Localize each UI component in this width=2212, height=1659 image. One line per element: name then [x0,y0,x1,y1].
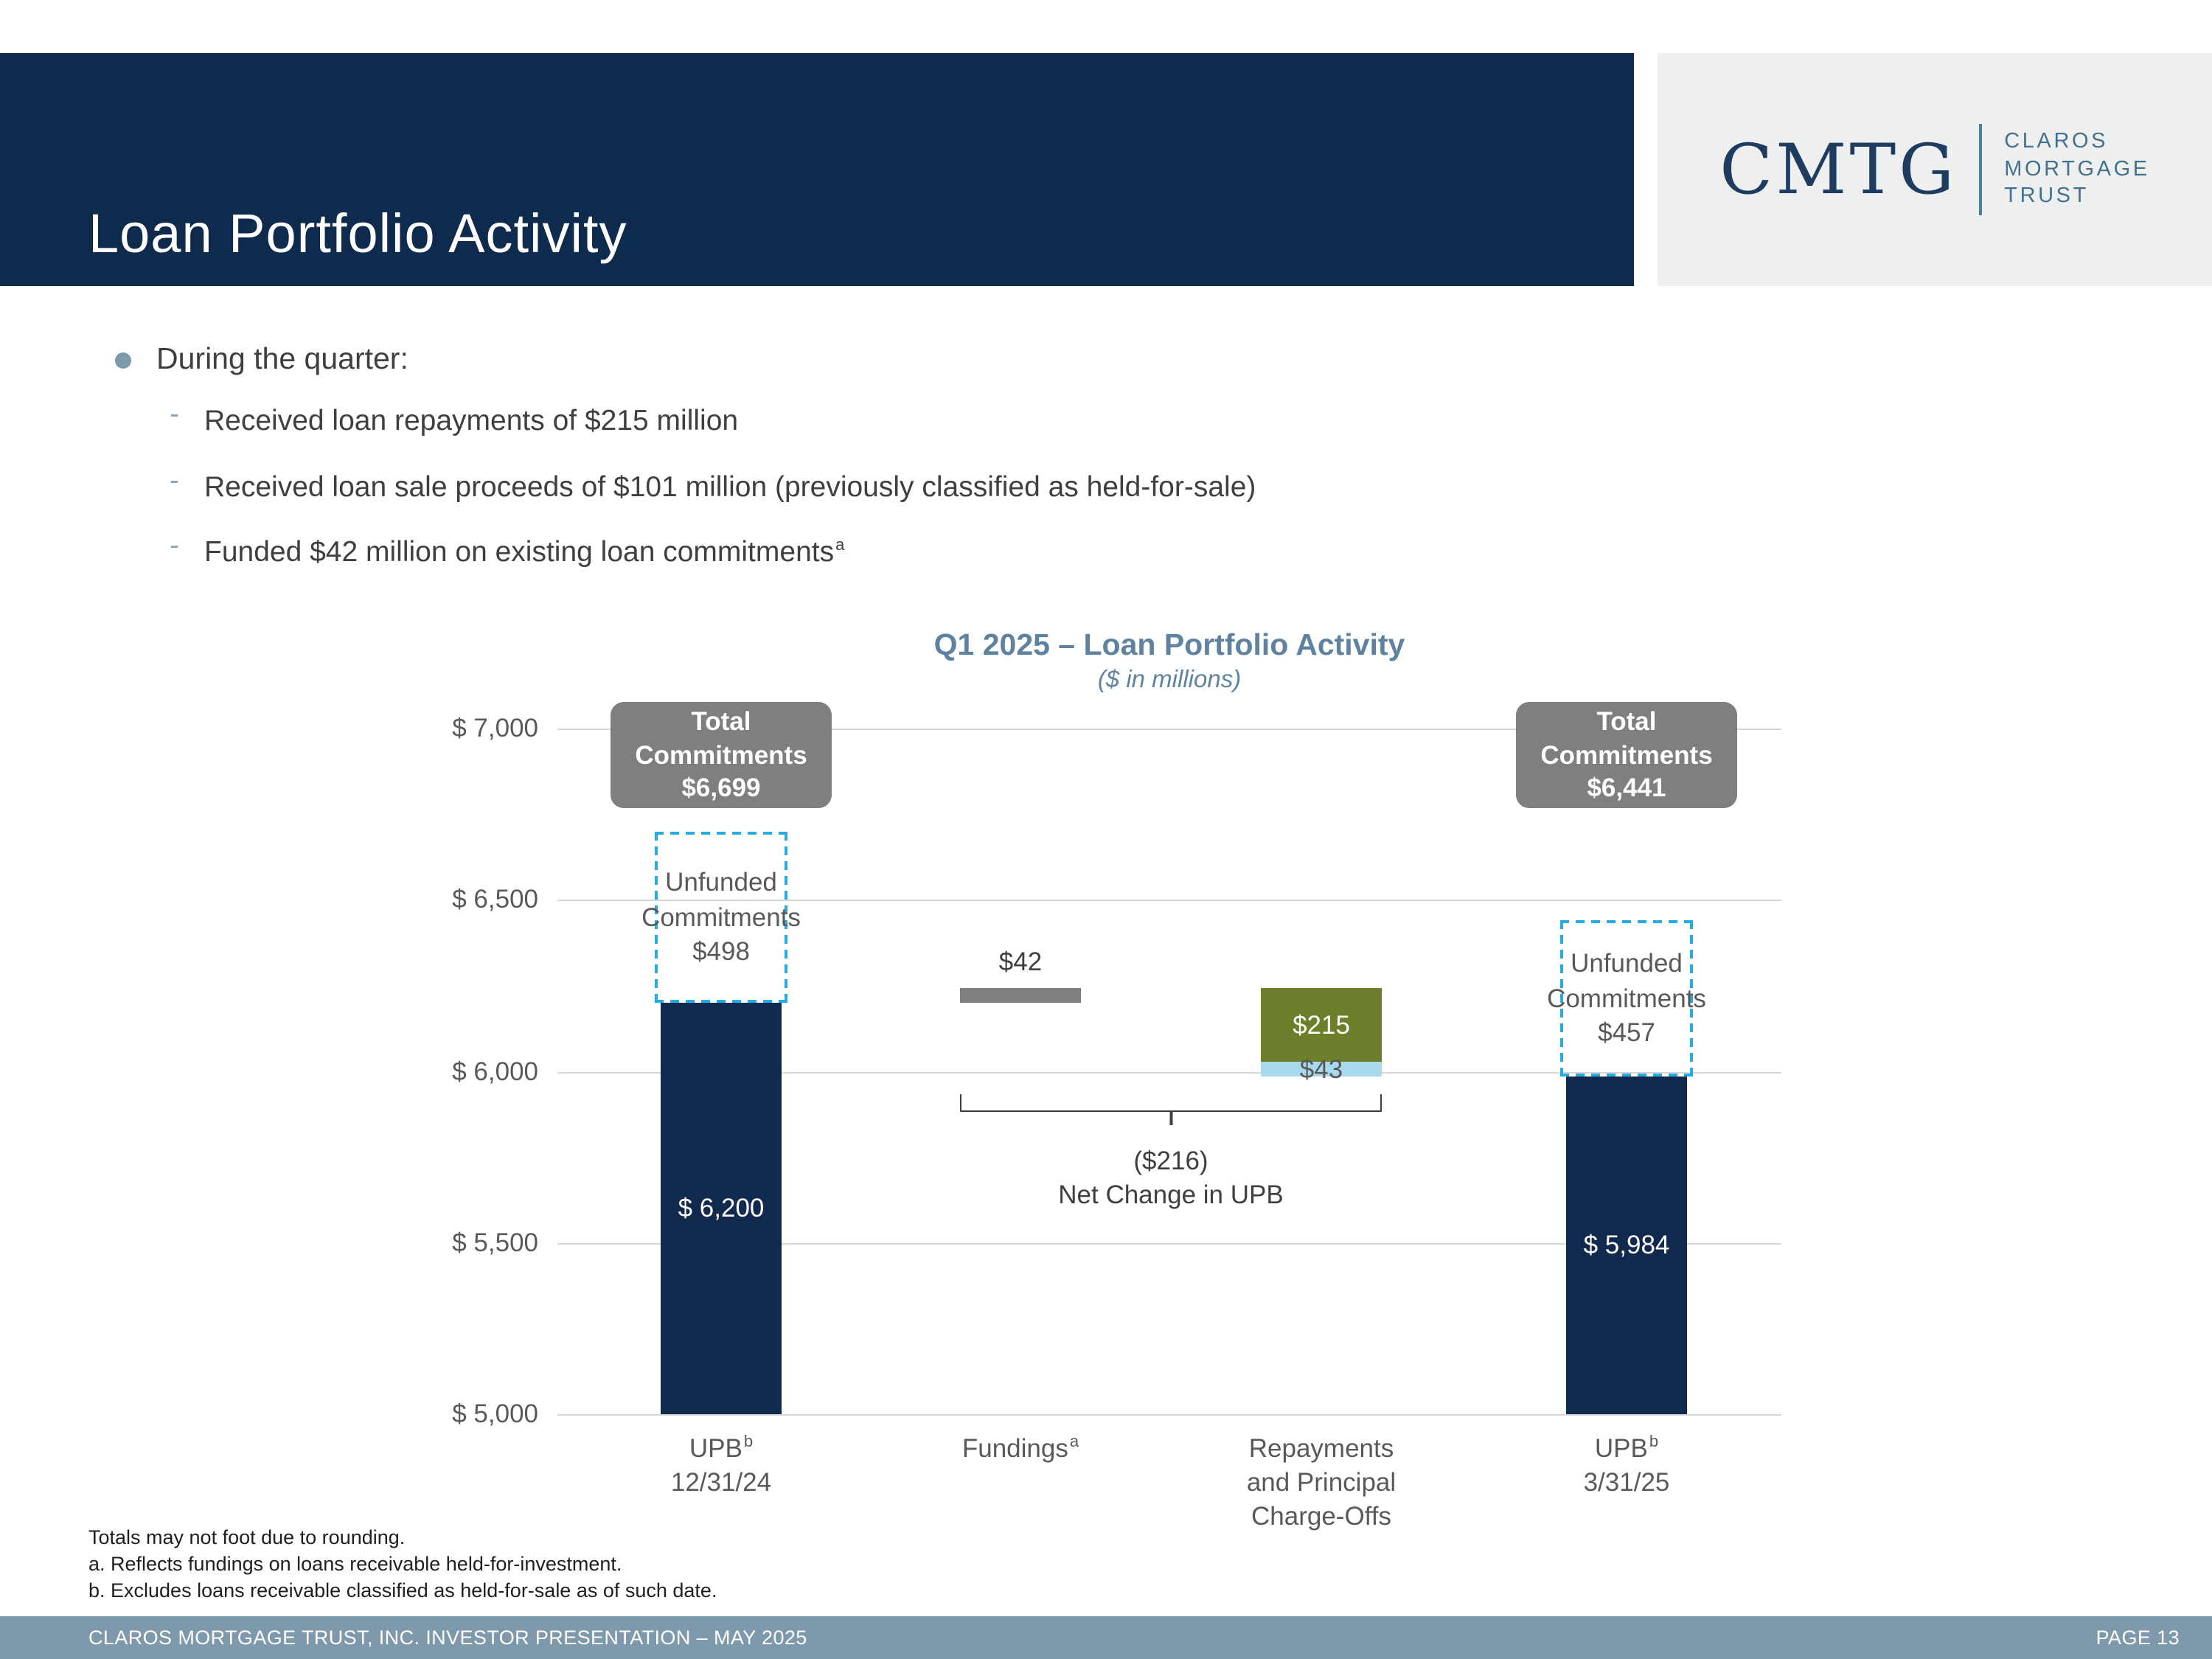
bullet-item-text: Received loan sale proceeds of $101 mill… [204,470,1256,503]
bullet-item: - Received loan repayments of $215 milli… [170,398,1257,439]
footnote: Totals may not foot due to rounding. [88,1526,406,1548]
fundings-bar-label: $42 [998,947,1043,977]
company-logo: CMTG CLAROS MORTGAGE TRUST [1658,53,2212,286]
loan-portfolio-chart: $ 7,000 $ 6,500 $ 6,000 $ 5,500 $ 5,000 … [452,702,1781,1531]
bullet-item: - Funded $42 million on existing loan co… [170,529,1257,570]
x-axis-label-repayments: Repayments and Principal Charge-Offs [1246,1433,1397,1531]
page-title: Loan Portfolio Activity [88,204,627,264]
gridline [557,900,1781,902]
bullet-item-text: Received loan repayments of $215 million [204,405,739,437]
gridline [557,1414,1781,1416]
bullet-item: - Received loan sale proceeds of $101 mi… [170,464,1257,504]
upb-start-bar-label: $ 6,200 [678,1193,765,1222]
chart-subtitle: ($ in millions) [1097,667,1242,693]
charge-offs-bar-label: $43 [1299,1054,1343,1084]
unfunded-commitments-box-end: Unfunded Commitments $457 [1547,919,1706,1077]
lead-bullet: During the quarter: [115,342,1257,378]
gridline [557,1071,1781,1073]
logo-name-line: CLAROS [2004,129,2109,153]
logo-divider [1979,124,1983,215]
chart-title: Q1 2025 – Loan Portfolio Activity [933,628,1405,662]
x-axis-label-fundings: Fundings a [961,1433,1079,1463]
total-commitments-box-start: Total Commitments $6,699 [611,702,832,808]
repayments-bar: $215 [1261,988,1382,1062]
y-axis-tick-label: $ 6,500 [452,884,538,914]
x-axis-label-upb-end: UPB b 3/31/25 [1583,1433,1670,1498]
lead-bullet-text: During the quarter: [156,342,408,376]
y-axis-tick-label: $ 5,500 [452,1227,538,1257]
gridline [557,728,1781,730]
logo-name-line: MORTGAGE [2004,157,2150,181]
footnote: b. Excludes loans receivable classified … [88,1579,717,1601]
charge-offs-bar: $43 [1261,1054,1382,1083]
logo-name-line: TRUST [2004,184,2089,209]
footer-left-text: CLAROS MORTGAGE TRUST, INC. INVESTOR PRE… [88,1627,807,1649]
fundings-bar [960,988,1081,1003]
logo-monogram: CMTG [1719,129,1958,210]
bullet-list: During the quarter: - Received loan repa… [115,342,1257,595]
bullet-item-text: Funded $42 million on existing loan comm… [204,536,845,568]
net-change-bracket [960,1094,1382,1113]
logo-name: CLAROS MORTGAGE TRUST [2004,128,2149,211]
sub-bullet-dash: - [170,464,179,496]
x-axis-label-upb-start: UPB b 12/31/24 [670,1433,772,1498]
gridline [557,1242,1781,1245]
y-axis-tick-label: $ 6,000 [452,1056,538,1085]
bullet-dot-icon [115,352,131,368]
net-change-label: ($216) Net Change in UPB [1058,1146,1284,1210]
footnotes: Totals may not foot due to rounding. a. … [88,1525,717,1604]
header-band: Loan Portfolio Activity [0,53,1634,286]
repayments-bar-label: $215 [1293,1009,1350,1040]
upb-end-bar-label: $ 5,984 [1583,1230,1670,1260]
sub-bullet-dash: - [170,529,179,562]
sub-bullet-dash: - [170,398,179,431]
unfunded-commitments-box-start: Unfunded Commitments $498 [641,832,801,1003]
total-commitments-box-end: Total Commitments $6,441 [1516,702,1737,808]
y-axis-tick-label: $ 5,000 [452,1399,538,1428]
y-axis-tick-label: $ 7,000 [452,713,538,742]
footer-bar: CLAROS MORTGAGE TRUST, INC. INVESTOR PRE… [0,1616,2212,1659]
logo-inner: CMTG CLAROS MORTGAGE TRUST [1719,124,2149,215]
footnote: a. Reflects fundings on loans receivable… [88,1552,622,1575]
upb-end-bar: $ 5,984 [1566,1077,1687,1414]
upb-start-bar: $ 6,200 [661,1003,782,1414]
footer-page-number: PAGE 13 [2096,1627,2180,1649]
